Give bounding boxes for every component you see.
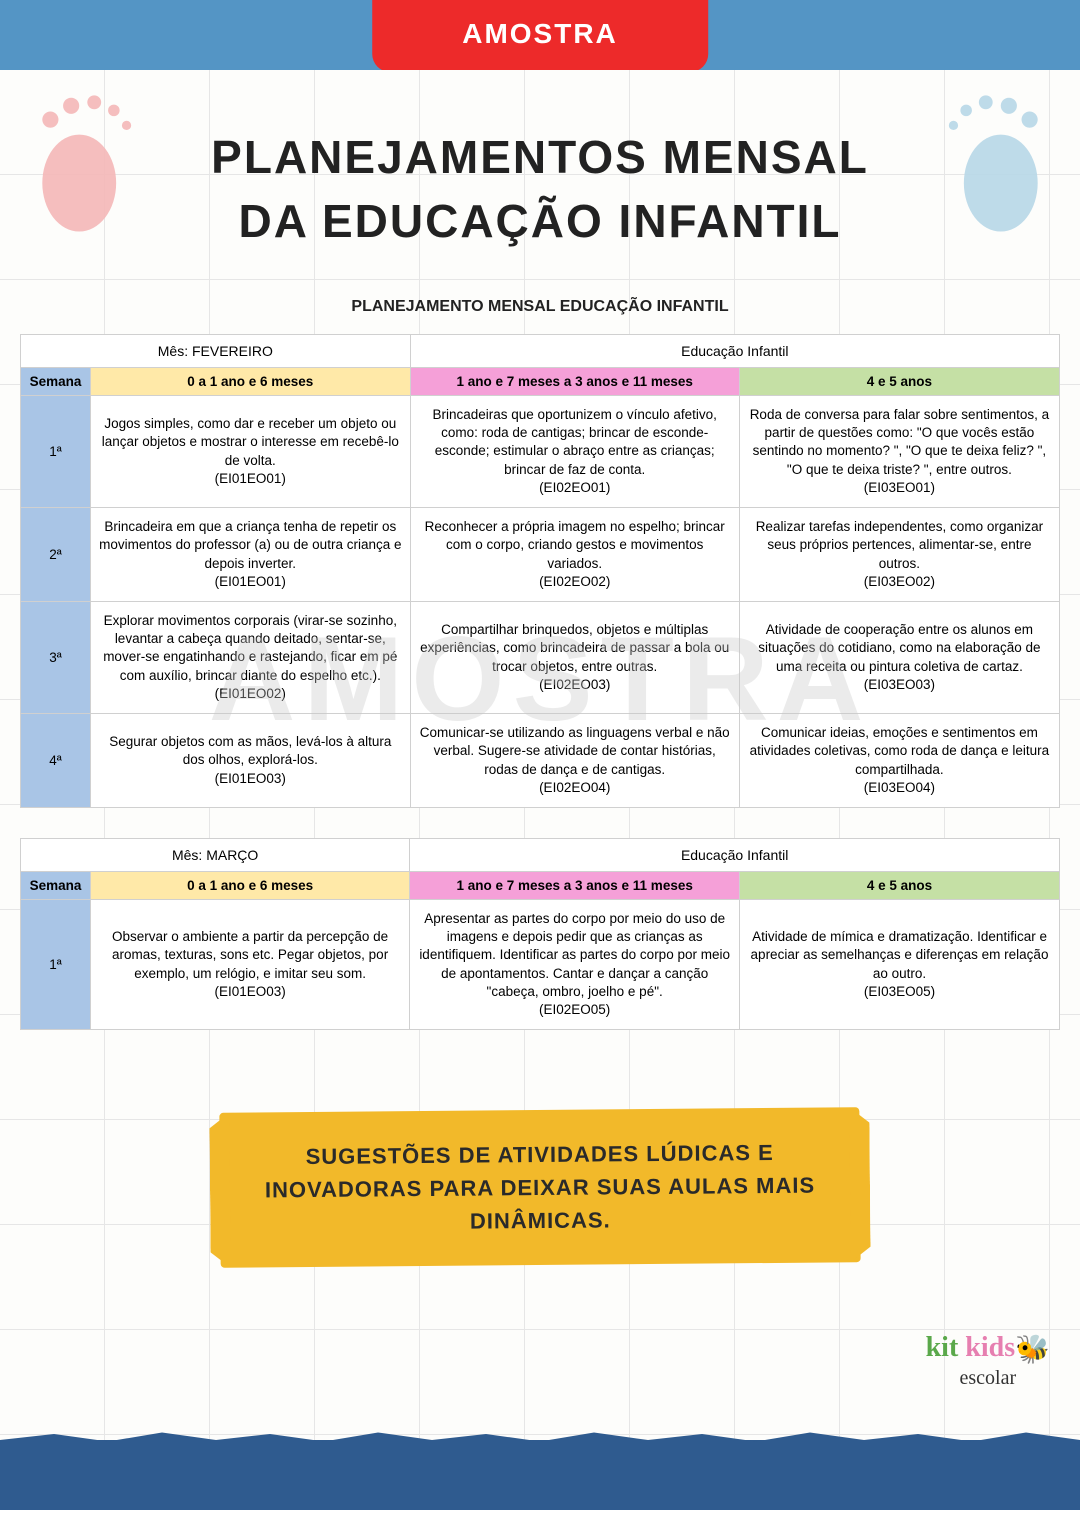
- logo-sub: escolar: [926, 1367, 1050, 1390]
- content-cell: Comunicar ideias, emoções e sentimentos …: [739, 714, 1059, 808]
- bee-icon: 🐝: [1015, 1335, 1050, 1366]
- week-cell: 1ª: [21, 899, 91, 1029]
- mes-cell: Mês: FEVEREIRO: [21, 335, 411, 368]
- footprint-right-icon: [935, 85, 1055, 235]
- table-row: 3ªExplorar movimentos corporais (virar-s…: [21, 601, 1060, 713]
- logo-word1: kit: [926, 1332, 966, 1363]
- content-cell: Roda de conversa para falar sobre sentim…: [739, 396, 1059, 508]
- content-cell: Atividade de mímica e dramatização. Iden…: [740, 899, 1060, 1029]
- content-cell: Comunicar-se utilizando as linguagens ve…: [410, 714, 739, 808]
- content-cell: Realizar tarefas independentes, como org…: [739, 508, 1059, 602]
- page-title-line2: DA EDUCAÇÃO INFANTIL: [20, 194, 1060, 248]
- content-cell: Compartilhar brinquedos, objetos e múlti…: [410, 601, 739, 713]
- week-cell: 3ª: [21, 601, 91, 713]
- content-cell: Observar o ambiente a partir da percepçã…: [90, 899, 409, 1029]
- content-cell: Explorar movimentos corporais (virar-se …: [90, 601, 410, 713]
- logo-word2: kids: [965, 1332, 1015, 1363]
- header-semana: Semana: [21, 871, 91, 899]
- table-row: 2ªBrincadeira em que a criança tenha de …: [21, 508, 1060, 602]
- header-age0: 0 a 1 ano e 6 meses: [90, 871, 409, 899]
- header-age0: 0 a 1 ano e 6 meses: [90, 368, 410, 396]
- top-bar: AMOSTRA: [0, 0, 1080, 70]
- header-age2: 4 e 5 anos: [739, 368, 1059, 396]
- table-row: 4ªSegurar objetos com as mãos, levá-los …: [21, 714, 1060, 808]
- amostra-tab: AMOSTRA: [372, 0, 708, 72]
- mes-cell: Mês: MARÇO: [21, 838, 410, 871]
- content-cell: Jogos simples, como dar e receber um obj…: [90, 396, 410, 508]
- header-age1: 1 ano e 7 meses a 3 anos e 11 meses: [410, 368, 739, 396]
- content-cell: Reconhecer a própria imagem no espelho; …: [410, 508, 739, 602]
- edu-cell: Educação Infantil: [410, 335, 1059, 368]
- table-row: 1ªJogos simples, como dar e receber um o…: [21, 396, 1060, 508]
- content-cell: Brincadeiras que oportunizem o vínculo a…: [410, 396, 739, 508]
- week-cell: 4ª: [21, 714, 91, 808]
- week-cell: 2ª: [21, 508, 91, 602]
- tables-host: Mês: FEVEREIROEducação InfantilSemana0 a…: [20, 334, 1060, 1030]
- logo: kit kids🐝 escolar: [926, 1332, 1050, 1390]
- content-cell: Segurar objetos com as mãos, levá-los à …: [90, 714, 410, 808]
- content-cell: Brincadeira em que a criança tenha de re…: [90, 508, 410, 602]
- page-area: PLANEJAMENTOS MENSAL DA EDUCAÇÃO INFANTI…: [0, 70, 1080, 1450]
- edu-cell: Educação Infantil: [410, 838, 1060, 871]
- planning-table: Mês: MARÇOEducação Infantil Semana0 a 1 a…: [20, 838, 1060, 1030]
- header-age1: 1 ano e 7 meses a 3 anos e 11 meses: [410, 871, 740, 899]
- bottom-wave: [0, 1440, 1080, 1510]
- banner: SUGESTÕES DE ATIVIDADES LÚDICAS E INOVAD…: [219, 1107, 860, 1268]
- page-title-line1: PLANEJAMENTOS MENSAL: [20, 130, 1060, 184]
- content-cell: Atividade de cooperação entre os alunos …: [739, 601, 1059, 713]
- week-cell: 1ª: [21, 396, 91, 508]
- table-title: PLANEJAMENTO MENSAL EDUCAÇÃO INFANTIL: [20, 298, 1060, 316]
- header-age2: 4 e 5 anos: [740, 871, 1060, 899]
- content-cell: Apresentar as partes do corpo por meio d…: [410, 899, 740, 1029]
- footprint-left-icon: [25, 85, 145, 235]
- header-semana: Semana: [21, 368, 91, 396]
- table-row: 1ªObservar o ambiente a partir da percep…: [21, 899, 1060, 1029]
- planning-table: Mês: FEVEREIROEducação Infantil Semana0 a…: [20, 334, 1060, 808]
